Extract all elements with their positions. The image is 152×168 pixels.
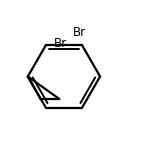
Text: Br: Br [73,26,86,39]
Text: Br: Br [53,37,67,50]
